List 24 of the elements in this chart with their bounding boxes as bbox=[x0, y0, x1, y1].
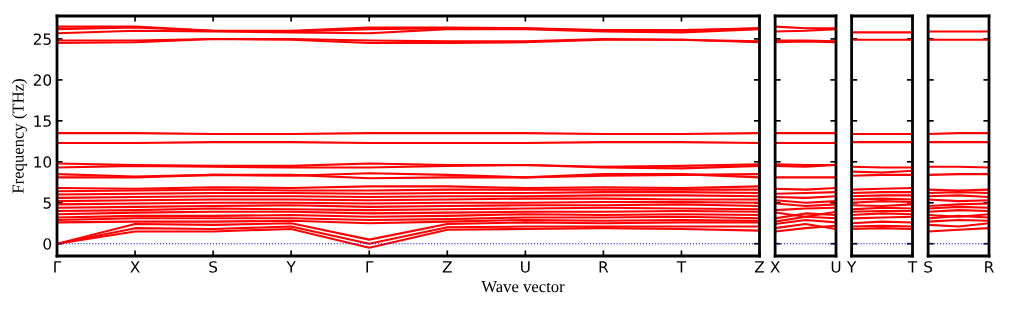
x-tick-label: X bbox=[770, 261, 780, 273]
y-tick-label: 0 bbox=[43, 238, 52, 250]
x-tick-label: T bbox=[676, 261, 687, 273]
x-tick-label: U bbox=[831, 261, 841, 273]
x-axis-title: Wave vector bbox=[481, 281, 565, 293]
y-tick-label: 15 bbox=[34, 115, 51, 127]
x-tick-label: R bbox=[985, 261, 994, 273]
x-tick-label: Γ bbox=[54, 261, 62, 273]
x-tick-label: Z bbox=[754, 261, 765, 273]
x-tick-label: Y bbox=[846, 261, 857, 273]
y-tick-label: 20 bbox=[33, 74, 52, 86]
x-tick-label: X bbox=[130, 261, 140, 273]
x-tick-label: Γ bbox=[366, 261, 374, 273]
x-tick-label: Z bbox=[442, 261, 452, 273]
y-axis-title: Frequency (THz) bbox=[11, 79, 28, 194]
y-tick-label: 5 bbox=[43, 197, 51, 209]
x-tick-label: S bbox=[924, 261, 933, 273]
y-tick-label: 10 bbox=[34, 156, 52, 168]
x-tick-label: U bbox=[521, 261, 530, 273]
x-tick-label: S bbox=[209, 261, 218, 273]
x-tick-label: Y bbox=[286, 261, 296, 273]
y-tick-label: 25 bbox=[33, 33, 51, 45]
x-tick-label: T bbox=[907, 261, 918, 273]
x-tick-label: R bbox=[599, 261, 609, 273]
